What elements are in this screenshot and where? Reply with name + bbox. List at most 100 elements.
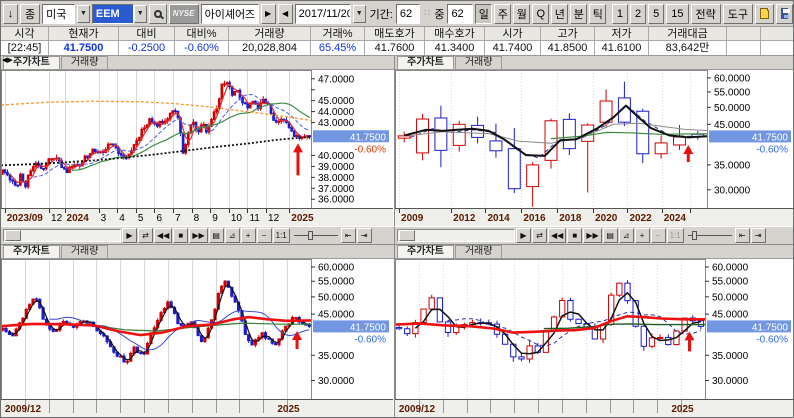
market-select-value[interactable]: 미국: [42, 3, 76, 24]
panel-monthly-tabs: 주가차트 거래량: [1, 245, 394, 259]
interval-2-button[interactable]: 2: [630, 3, 647, 24]
trend-tool-button[interactable]: ⊿: [618, 228, 634, 243]
tab-volume[interactable]: 거래량: [454, 56, 503, 69]
chart-quarterly[interactable]: 60.0000 55.0000 50.0000 45.0000 35.0000 30.00…: [395, 259, 793, 417]
strategy-button[interactable]: 전략: [690, 3, 721, 24]
one-to-one-button[interactable]: 1:1: [666, 228, 684, 243]
open-button[interactable]: [755, 3, 774, 24]
scroll-down-icon[interactable]: ↓: [3, 3, 18, 24]
prev-stock-button[interactable]: ◀: [277, 3, 293, 24]
quote-header-11: 거래대금: [649, 27, 727, 41]
svg-text:5: 5: [138, 213, 144, 224]
auto-arrange-button[interactable]: ⇄: [138, 228, 153, 243]
count-input[interactable]: [451, 7, 470, 20]
go-start-button[interactable]: ⇤: [734, 228, 750, 243]
svg-text:2012: 2012: [453, 213, 476, 224]
rewind-button[interactable]: ◀◀: [154, 228, 173, 243]
date-value[interactable]: 2017/11/20: [294, 3, 351, 24]
fast-forward-button[interactable]: ▶▶: [189, 228, 208, 243]
pane-splitter-icon[interactable]: ◀▶: [2, 57, 13, 64]
svg-text:55.0000: 55.0000: [712, 277, 749, 288]
svg-text:30.0000: 30.0000: [714, 185, 751, 196]
svg-text:8: 8: [194, 213, 200, 224]
timeframe-년-button[interactable]: 년: [551, 3, 569, 24]
svg-text:45.0000: 45.0000: [318, 96, 355, 107]
next-stock-button[interactable]: ▶: [260, 3, 276, 24]
tab-price-chart[interactable]: 주가차트: [397, 245, 454, 258]
interval-1-button[interactable]: 1: [611, 3, 628, 24]
timeframe-Q-button[interactable]: Q: [532, 3, 550, 24]
date-dropdown-icon[interactable]: ▼: [352, 4, 366, 23]
panel-quarterly: 주가차트 거래량 60.0000 55.0000 50.0000 45.0000 35.…: [394, 245, 793, 417]
svg-text:2016: 2016: [523, 213, 546, 224]
svg-text:47.0000: 47.0000: [318, 74, 355, 85]
scrollbar-thumb[interactable]: [399, 230, 415, 241]
scroll-right-button[interactable]: ▶: [122, 228, 137, 243]
svg-text:2020: 2020: [595, 213, 618, 224]
interval-5-button[interactable]: 5: [648, 3, 665, 24]
save-button[interactable]: [776, 3, 793, 24]
timeframe-틱-button[interactable]: 틱: [589, 3, 607, 24]
tab-price-chart[interactable]: 주가차트: [3, 56, 60, 69]
svg-text:39.0000: 39.0000: [318, 162, 355, 173]
tab-price-chart[interactable]: 주가차트: [397, 56, 454, 69]
svg-text:3: 3: [101, 213, 107, 224]
svg-text:2025: 2025: [671, 404, 694, 415]
tab-volume[interactable]: 거래량: [60, 245, 109, 258]
chart-scrollbar[interactable]: [3, 229, 121, 242]
chart-scrollbar[interactable]: [397, 229, 515, 242]
zoom-slider[interactable]: [687, 229, 732, 242]
go-end-button[interactable]: ⇥: [356, 228, 372, 243]
svg-text:10: 10: [231, 213, 243, 224]
chart-daily[interactable]: 47.0000 45.0000 44.0000 43.0000 40.0000 39.00…: [1, 70, 394, 226]
fast-forward-button[interactable]: ▶▶: [583, 228, 602, 243]
period-input[interactable]: [399, 7, 416, 20]
svg-text:45.0000: 45.0000: [318, 310, 355, 321]
timeframe-분-button[interactable]: 분: [570, 3, 588, 24]
svg-text:50.0000: 50.0000: [714, 103, 751, 114]
timeframe-주-button[interactable]: 주: [494, 3, 512, 24]
auto-arrange-button[interactable]: ⇄: [532, 228, 547, 243]
svg-text:45.0000: 45.0000: [712, 310, 749, 321]
one-to-one-button[interactable]: 1:1: [272, 228, 290, 243]
symbol-input[interactable]: [95, 7, 130, 20]
rewind-button[interactable]: ◀◀: [548, 228, 567, 243]
go-start-button[interactable]: ⇤: [340, 228, 356, 243]
market-dropdown-icon[interactable]: ▼: [77, 4, 90, 23]
stop-button[interactable]: ■: [173, 228, 189, 243]
panel-layout-button[interactable]: ▤: [208, 228, 224, 243]
symbol-dropdown-icon[interactable]: ▼: [133, 4, 147, 23]
quote-header-2: 대비: [119, 27, 175, 41]
timeframe-일-button[interactable]: 일: [475, 3, 493, 24]
timeframe-월-button[interactable]: 월: [513, 3, 531, 24]
quote-value-11: 83,642만: [649, 41, 727, 55]
svg-text:2024: 2024: [664, 213, 687, 224]
zoom-slider-thumb[interactable]: [307, 231, 313, 240]
tab-volume[interactable]: 거래량: [60, 56, 109, 69]
quote-header-5: 거래%: [311, 27, 365, 41]
chart-monthly[interactable]: 60.0000 55.0000 50.0000 45.0000 35.0000 30.00…: [1, 259, 394, 417]
trend-tool-button[interactable]: ⊿: [224, 228, 240, 243]
zoom-slider[interactable]: [293, 229, 338, 242]
scrollbar-thumb[interactable]: [5, 230, 21, 241]
panel-layout-button[interactable]: ▤: [602, 228, 618, 243]
go-end-button[interactable]: ⇥: [750, 228, 766, 243]
svg-text:60.0000: 60.0000: [318, 262, 355, 273]
stock-type-button[interactable]: 종: [20, 3, 41, 24]
zoom-in-button[interactable]: +: [240, 228, 256, 243]
tab-volume[interactable]: 거래량: [454, 245, 503, 258]
chart-yearly[interactable]: 60.0000 55.0000 50.0000 45.0000 35.0000 30.00…: [395, 70, 793, 226]
zoom-in-button[interactable]: +: [634, 228, 650, 243]
zoom-out-button[interactable]: −: [256, 228, 272, 243]
svg-text:38.0000: 38.0000: [318, 173, 355, 184]
tools-button[interactable]: 도구: [722, 3, 753, 24]
search-button[interactable]: [148, 3, 167, 24]
tab-price-chart[interactable]: 주가차트: [3, 245, 60, 258]
stop-button[interactable]: ■: [567, 228, 583, 243]
interval-15-button[interactable]: 15: [666, 3, 689, 24]
quote-header-7: 매수호가: [425, 27, 485, 41]
panel-yearly: 주가차트 거래량 60.0000 55.0000 50.0000 45.0000 35.…: [394, 56, 793, 226]
scroll-right-button[interactable]: ▶: [516, 228, 531, 243]
zoom-out-button[interactable]: −: [650, 228, 666, 243]
zoom-slider-thumb[interactable]: [691, 231, 697, 240]
